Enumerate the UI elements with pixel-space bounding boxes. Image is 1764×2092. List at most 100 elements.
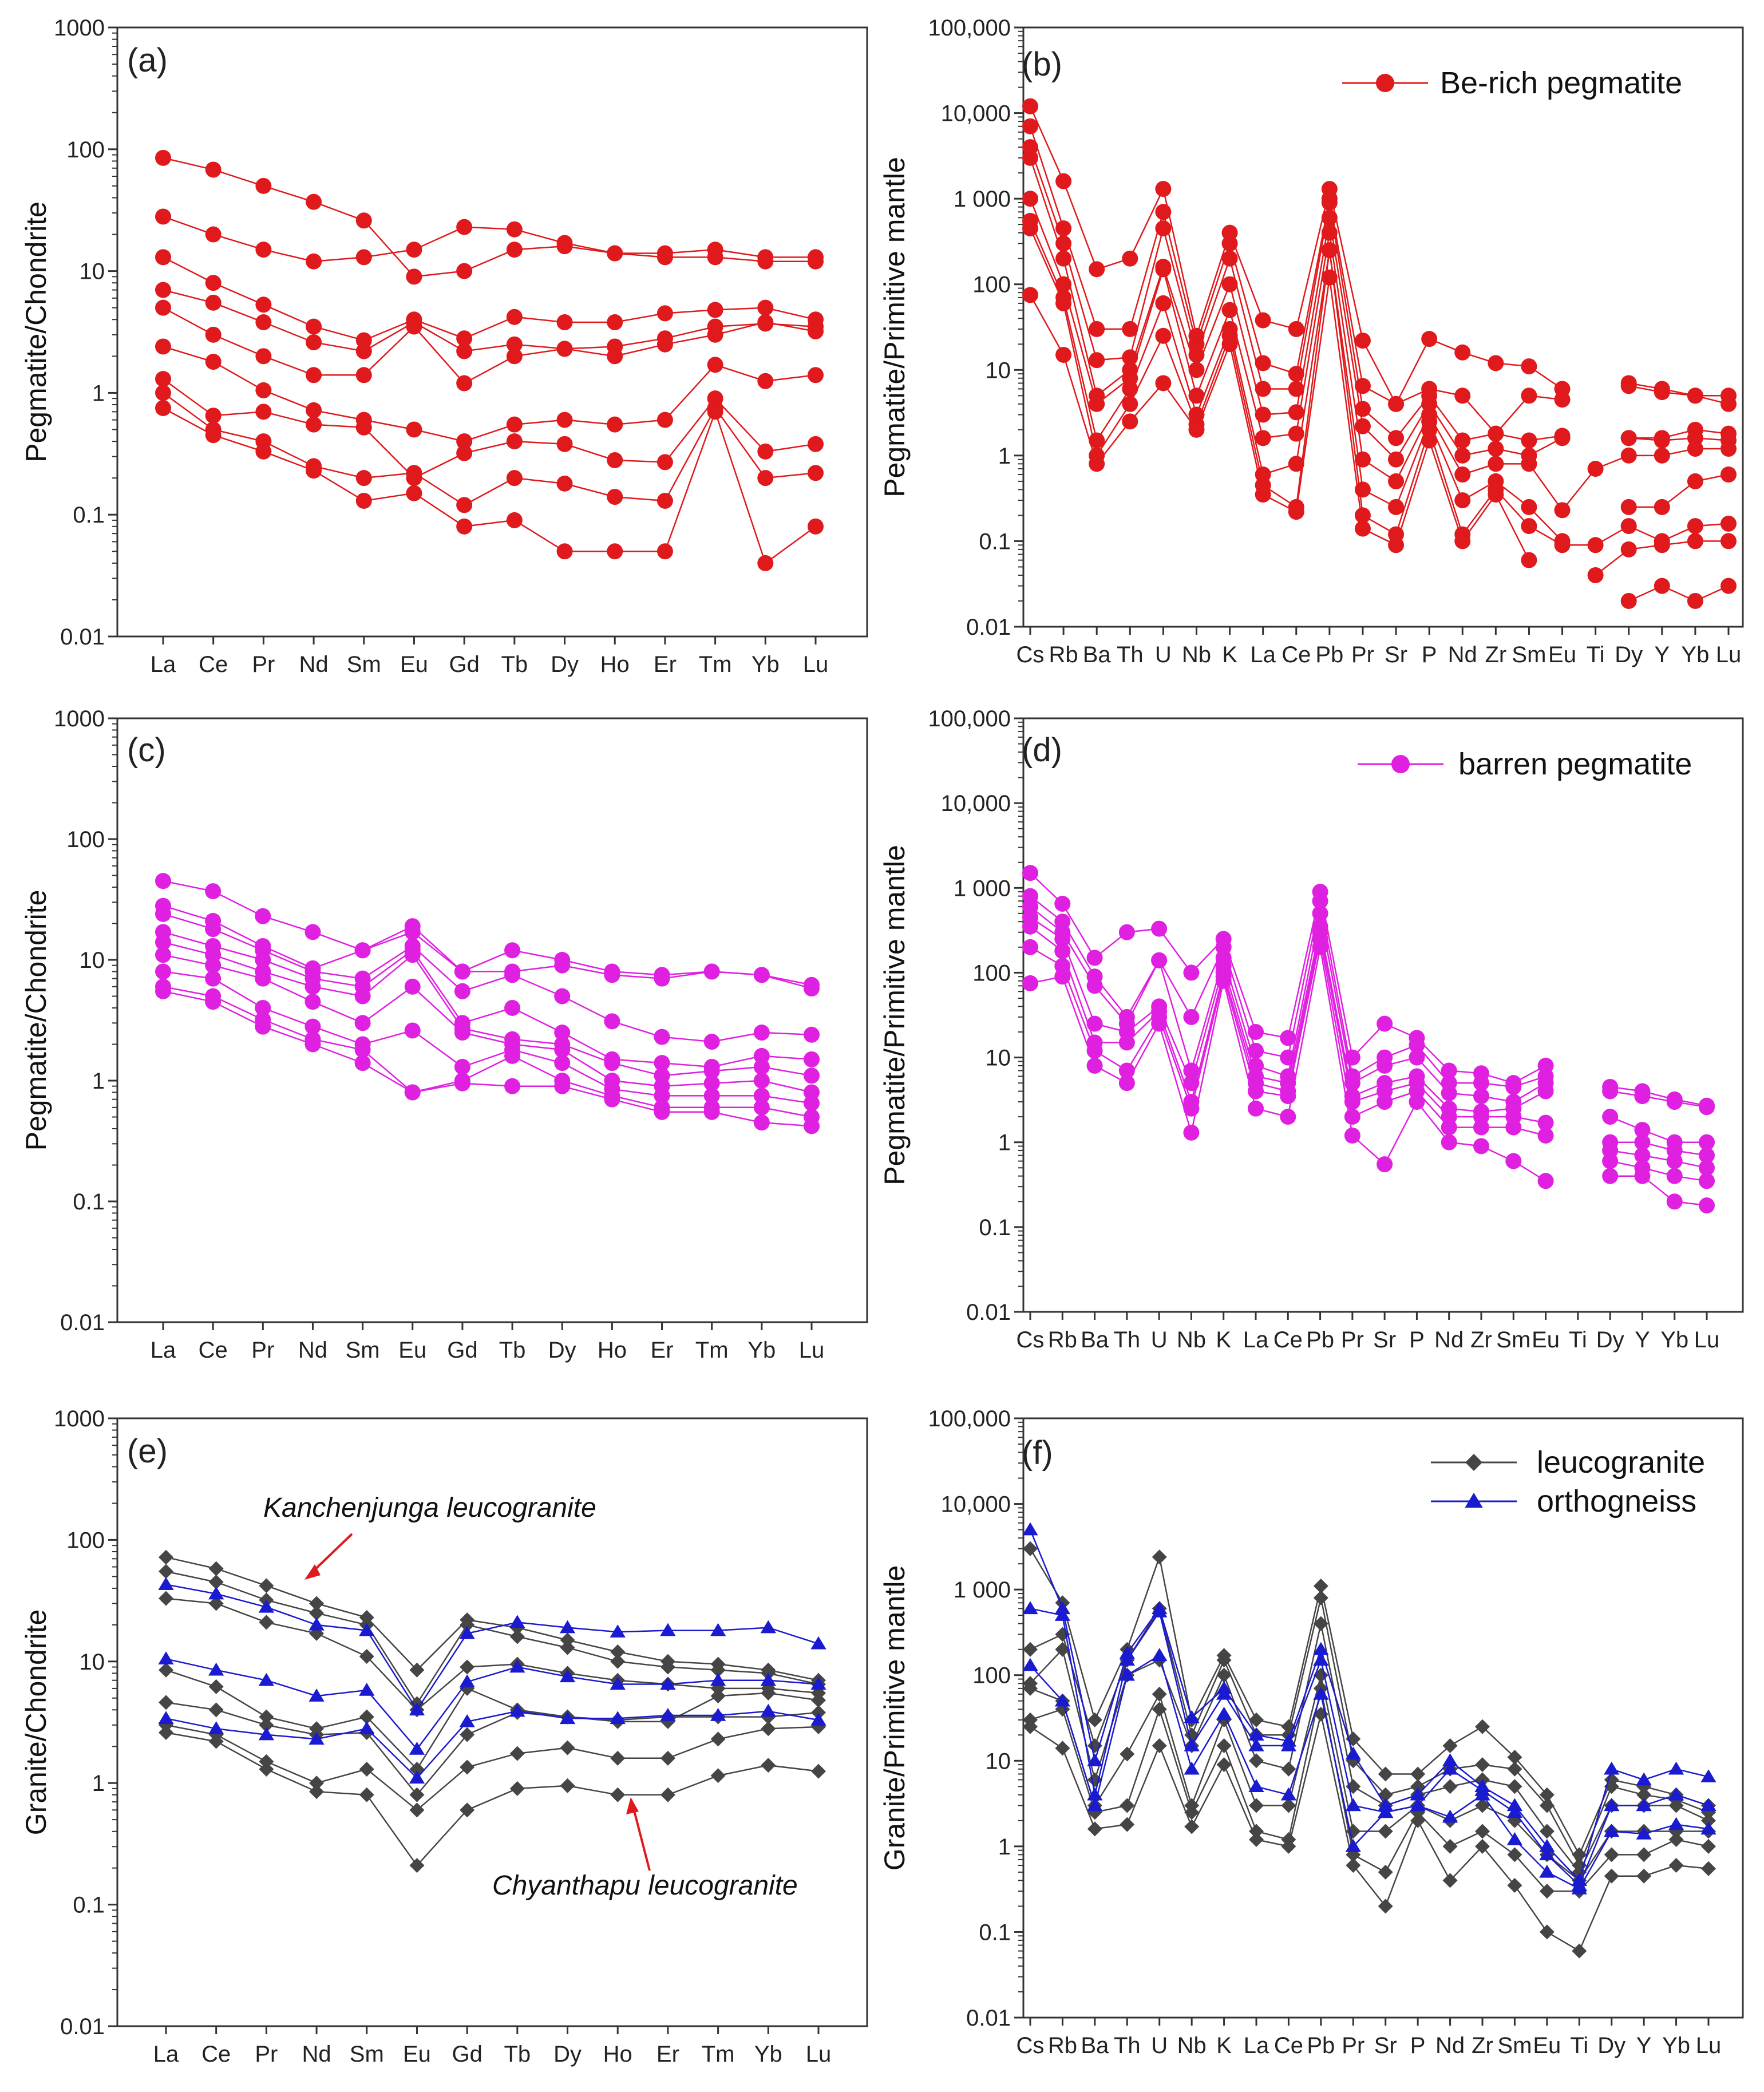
data-point <box>255 382 272 398</box>
data-point <box>1378 1864 1393 1880</box>
data-point <box>255 952 271 968</box>
annotation-arrowhead <box>626 1797 639 1814</box>
data-point <box>1345 1798 1361 1812</box>
data-point <box>1188 421 1205 438</box>
x-tick-label: Rb <box>1049 642 1078 667</box>
data-point <box>1184 1738 1200 1751</box>
series-line <box>165 1710 819 1779</box>
data-point <box>1539 1824 1555 1839</box>
data-point <box>1604 1798 1620 1812</box>
chart-panel-f: 0.01 0.1 1 10 100 1 000 10,000 100,000 Cs Rb Ba Th U… <box>879 1406 1744 2058</box>
x-tick-label: Nd <box>298 1338 327 1363</box>
x-tick-label: Er <box>654 652 677 677</box>
data-point <box>1288 404 1304 421</box>
data-point <box>1604 1847 1619 1862</box>
x-tick-label: Ba <box>1081 2033 1109 2058</box>
data-point <box>660 1787 675 1802</box>
y-tick-label: 1000 <box>54 15 105 41</box>
series-line <box>1029 228 1729 546</box>
data-point <box>308 1688 325 1702</box>
x-tick-label: Eu <box>1533 2033 1561 2058</box>
series-e-lg3 <box>159 1591 826 1718</box>
data-point <box>404 947 421 963</box>
data-point <box>456 330 473 347</box>
data-point <box>703 963 720 980</box>
x-tick-label: Ti <box>1587 642 1605 667</box>
data-point <box>607 245 623 262</box>
x-tick-label: Dy <box>1597 2033 1625 2058</box>
data-point <box>205 921 222 938</box>
data-point <box>1249 1798 1264 1813</box>
series-line <box>1628 473 1729 508</box>
data-point <box>753 967 770 983</box>
data-point <box>1312 939 1328 955</box>
data-point <box>604 1091 620 1108</box>
data-point <box>1321 242 1338 259</box>
x-tick-label: Er <box>656 2042 679 2067</box>
data-point <box>1377 1094 1393 1110</box>
data-point <box>1620 592 1637 609</box>
data-point <box>359 1761 374 1777</box>
data-point <box>1023 1642 1038 1657</box>
x-tick-label: Zr <box>1485 642 1506 667</box>
data-point <box>1507 1761 1522 1777</box>
data-point <box>1152 1702 1167 1717</box>
legend-entry: Be-rich pegmatite <box>1342 66 1682 100</box>
data-point <box>1604 1824 1620 1837</box>
y-tick-label: 0.1 <box>73 1189 105 1215</box>
data-point <box>1687 533 1703 549</box>
data-point <box>359 1787 374 1802</box>
data-point <box>1055 173 1072 189</box>
x-tick-label: Th <box>1114 2033 1141 2058</box>
data-point <box>409 1741 425 1755</box>
legend-entry: barren pegmatite <box>1358 747 1692 781</box>
data-point <box>1022 1522 1038 1536</box>
data-point <box>1699 1147 1715 1164</box>
y-tick-label: 100,000 <box>928 15 1011 41</box>
x-tick-label: Sr <box>1373 1327 1396 1353</box>
data-point <box>155 934 171 951</box>
data-point <box>1087 1753 1103 1767</box>
data-point <box>1687 592 1703 609</box>
data-point <box>1022 1601 1038 1615</box>
data-point <box>1321 269 1338 286</box>
x-tick-label: Ce <box>1282 642 1311 667</box>
series-line <box>1030 1688 1709 1892</box>
data-point <box>1054 931 1071 947</box>
data-point <box>1636 1772 1652 1786</box>
data-point <box>259 1578 274 1593</box>
data-point <box>1221 336 1238 353</box>
series-line <box>1628 585 1729 602</box>
x-tick-label: Pr <box>1341 1327 1364 1353</box>
data-point <box>710 1708 726 1721</box>
data-point <box>1354 401 1371 417</box>
data-point <box>1620 430 1637 446</box>
y-axis-title: Pegmatite/Primitive mantle <box>879 157 911 497</box>
data-point <box>1055 250 1072 267</box>
x-tick-label: Pb <box>1307 2033 1335 2058</box>
data-point <box>255 970 271 987</box>
data-point <box>1636 1787 1652 1802</box>
data-point <box>1700 1798 1716 1812</box>
data-point <box>1022 287 1038 303</box>
data-point <box>1409 1049 1425 1066</box>
data-point <box>159 1725 173 1741</box>
data-point <box>159 1695 173 1710</box>
series-f-og2 <box>1022 1601 1716 1891</box>
x-tick-label: Nb <box>1177 1327 1206 1353</box>
data-point <box>1118 1034 1135 1051</box>
data-point <box>1216 1706 1232 1720</box>
data-point <box>1086 1057 1103 1074</box>
data-point <box>1221 250 1238 267</box>
data-point <box>707 302 723 318</box>
data-point <box>761 1721 776 1737</box>
data-point <box>1023 1680 1038 1696</box>
panel-label: (f) <box>1022 1434 1053 1472</box>
x-tick-label: Ho <box>598 1338 627 1363</box>
data-point <box>1155 181 1172 197</box>
data-point <box>1442 1779 1458 1794</box>
y-tick-label: 1 <box>998 444 1011 469</box>
data-point <box>1701 1813 1716 1828</box>
data-point <box>1122 349 1138 366</box>
data-point <box>208 1586 224 1600</box>
